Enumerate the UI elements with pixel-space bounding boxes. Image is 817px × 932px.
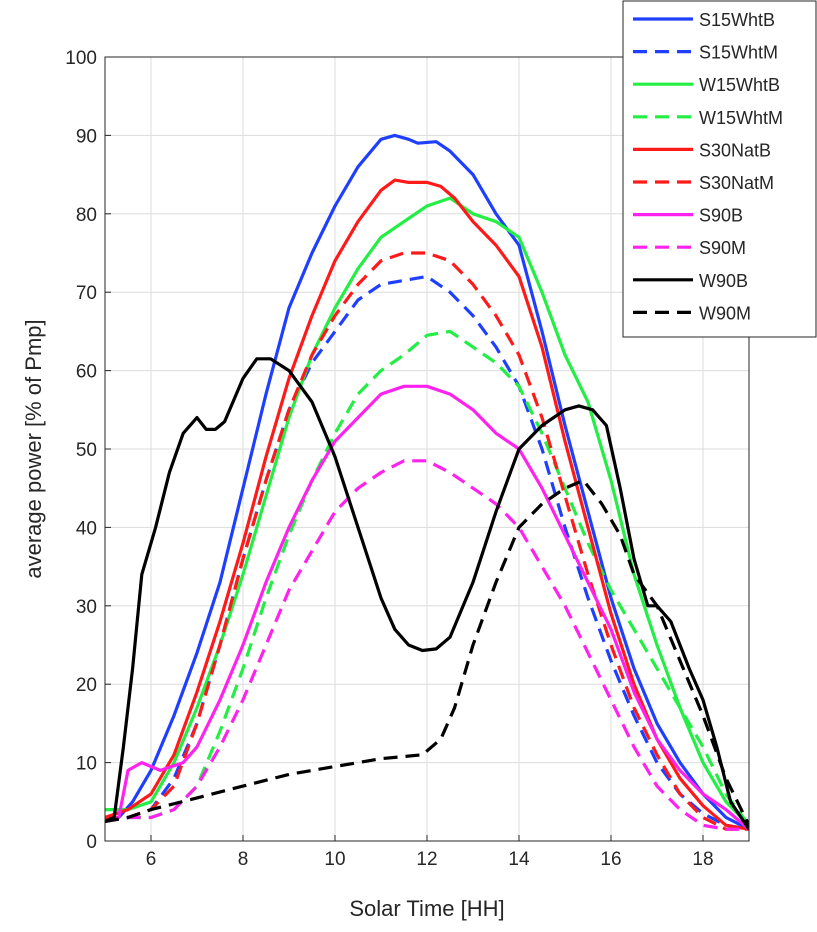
- y-tick-label: 70: [76, 283, 97, 304]
- y-tick-label: 20: [76, 675, 97, 696]
- y-tick-label: 40: [76, 518, 97, 539]
- y-tick-label: 100: [65, 48, 97, 69]
- legend-label: W90M: [699, 303, 751, 323]
- x-tick-label: 10: [324, 849, 345, 870]
- y-tick-label: 60: [76, 362, 97, 383]
- x-tick-label: 16: [600, 849, 621, 870]
- legend-label: S30NatB: [699, 140, 771, 160]
- series-line-s15whtb: [105, 133, 749, 831]
- y-tick-label: 0: [86, 832, 97, 853]
- legend-label: S90M: [699, 238, 746, 258]
- x-tick-label: 14: [508, 849, 530, 870]
- series-line-w90m: [105, 478, 749, 827]
- legend-label: W15WhtB: [699, 75, 780, 95]
- legend-label: S15WhtB: [699, 10, 775, 30]
- series-line-s90m: [105, 459, 749, 831]
- y-tick-label: 30: [76, 597, 97, 618]
- legend-label: W15WhtM: [699, 108, 783, 128]
- y-tick-label: 50: [76, 440, 97, 461]
- legend: S15WhtB S15WhtM W15WhtB W15WhtM S30NatB S30Na…: [622, 0, 817, 338]
- x-tick-label: 6: [146, 849, 157, 870]
- legend-label: S30NatM: [699, 173, 774, 193]
- x-tick-label: 12: [416, 849, 437, 870]
- x-tick-label: 8: [238, 849, 249, 870]
- axis-ticks: 6 8 10 12 14 16 18 0 10 20 30 40 50 60 70 80 90 100: [65, 48, 713, 870]
- x-axis-label: Solar Time [HH]: [349, 896, 504, 921]
- y-axis-label: average power [% of Pmp]: [21, 319, 46, 578]
- x-tick-label: 18: [692, 849, 713, 870]
- y-tick-label: 80: [76, 205, 97, 226]
- legend-label: S15WhtM: [699, 43, 778, 63]
- series-line-w15whtm: [105, 329, 749, 827]
- series-line-s30natb: [105, 178, 749, 831]
- y-tick-label: 90: [76, 126, 97, 147]
- series-line-s30natm: [105, 251, 749, 831]
- legend-label: W90B: [699, 271, 748, 291]
- legend-label: S90B: [699, 206, 743, 226]
- series-line-s90b: [105, 384, 749, 831]
- y-tick-label: 10: [76, 754, 97, 775]
- series-layer: [105, 133, 749, 831]
